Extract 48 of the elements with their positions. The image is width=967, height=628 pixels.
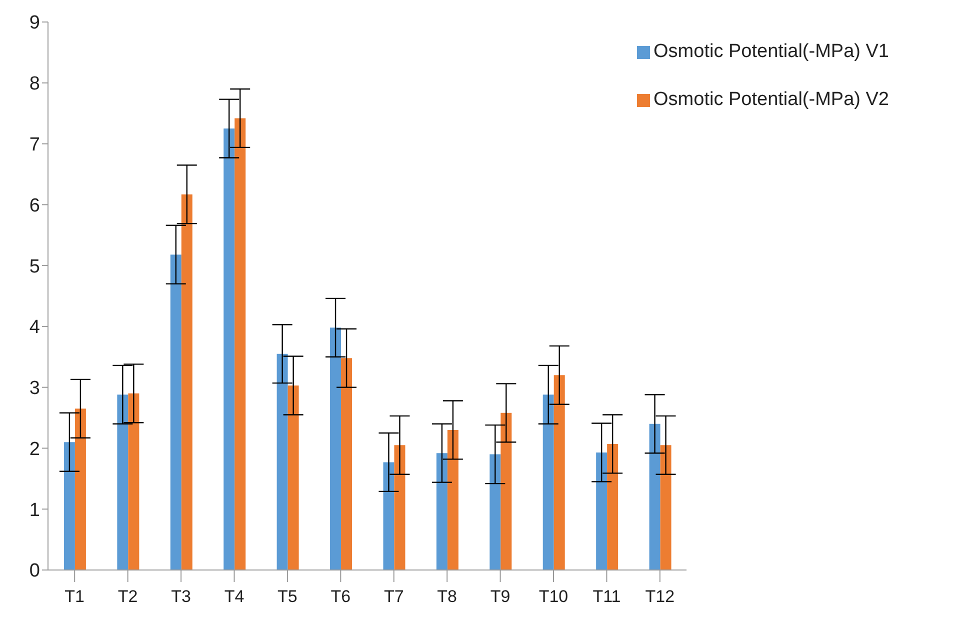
y-tick-label: 7 bbox=[29, 134, 40, 156]
bar bbox=[394, 445, 406, 570]
bar bbox=[383, 462, 394, 570]
x-tick-label: T2 bbox=[118, 587, 138, 606]
bar bbox=[288, 386, 299, 570]
y-tick-label: 5 bbox=[29, 256, 40, 278]
x-tick-label: T12 bbox=[645, 587, 675, 606]
y-tick-label: 3 bbox=[29, 378, 40, 400]
bar bbox=[128, 393, 140, 570]
bar bbox=[276, 354, 288, 570]
bar bbox=[181, 194, 192, 570]
bar bbox=[447, 430, 458, 570]
bar bbox=[170, 254, 182, 570]
x-tick-label: T7 bbox=[384, 587, 404, 606]
x-tick-label: T5 bbox=[278, 587, 298, 606]
bar bbox=[554, 375, 565, 570]
legend-label: Osmotic Potential(-MPa) V1 bbox=[654, 41, 889, 62]
bar bbox=[64, 442, 75, 570]
y-tick-label: 0 bbox=[29, 560, 40, 582]
y-tick-label: 1 bbox=[29, 500, 40, 521]
bar bbox=[330, 328, 342, 570]
x-tick-label: T9 bbox=[490, 587, 510, 606]
legend-label: Osmotic Potential(-MPa) V2 bbox=[654, 89, 889, 110]
x-tick-label: T4 bbox=[224, 587, 244, 606]
y-tick-label: 4 bbox=[29, 317, 40, 338]
y-tick-label: 6 bbox=[29, 195, 40, 216]
bar bbox=[74, 408, 86, 570]
x-tick-label: T10 bbox=[538, 587, 568, 606]
x-tick-label: T6 bbox=[330, 587, 351, 606]
bar bbox=[542, 394, 554, 570]
x-tick-label: T8 bbox=[437, 587, 458, 606]
bar bbox=[649, 424, 660, 570]
bar bbox=[117, 394, 128, 570]
bar bbox=[224, 128, 235, 570]
bar bbox=[490, 454, 501, 570]
bar bbox=[660, 445, 672, 570]
bar bbox=[596, 452, 608, 570]
bar bbox=[436, 453, 448, 570]
bar bbox=[607, 444, 618, 570]
y-tick-label: 2 bbox=[29, 438, 40, 460]
bar bbox=[341, 358, 352, 570]
y-tick-label: 8 bbox=[29, 74, 40, 95]
y-tick-label: 9 bbox=[29, 12, 40, 34]
x-tick-label: T1 bbox=[64, 587, 85, 606]
x-tick-label: T3 bbox=[171, 587, 191, 606]
bar bbox=[500, 412, 512, 570]
bar bbox=[234, 118, 246, 570]
x-tick-label: T11 bbox=[592, 587, 621, 606]
